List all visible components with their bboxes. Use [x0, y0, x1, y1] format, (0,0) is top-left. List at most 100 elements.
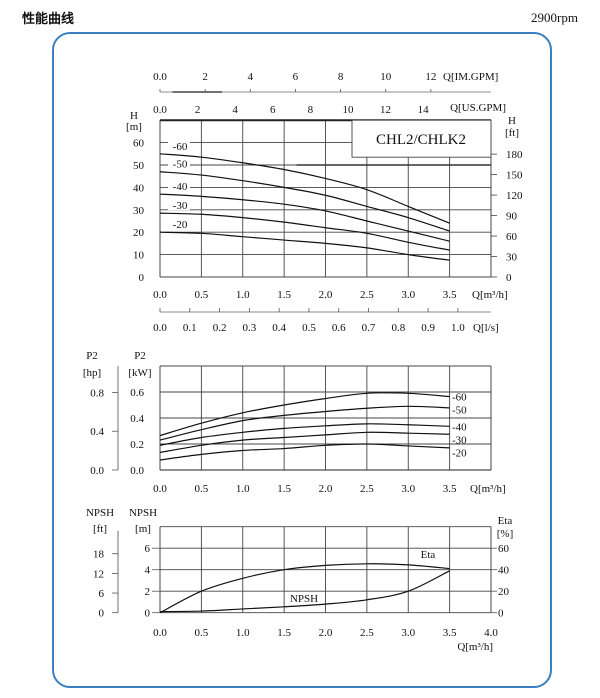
x-tick-label: 2.0 — [319, 483, 333, 495]
im-gpm-tick-label: 12 — [425, 71, 436, 83]
hp-axis-unit: [hp] — [83, 367, 101, 379]
series-label: -30 — [452, 434, 467, 446]
ls-tick-label: 0.7 — [362, 322, 376, 334]
ls-tick-label: 1.0 — [451, 322, 465, 334]
y-axis-title-left: P2 — [134, 350, 146, 362]
x-tick-label: 0.5 — [195, 483, 209, 495]
y-axis-unit-right: [ft] — [505, 127, 519, 139]
series-label: -60 — [173, 141, 188, 153]
ls-tick-label: 0.5 — [302, 322, 316, 334]
series-label: -40 — [173, 181, 188, 193]
y-tick-label-right: 90 — [506, 211, 518, 223]
im-gpm-tick-label: 4 — [248, 71, 254, 83]
im-gpm-tick-label: 0.0 — [153, 71, 167, 83]
curve-stage-50 — [159, 171, 450, 232]
im-gpm-tick-label: 2 — [202, 71, 208, 83]
ls-tick-label: 0.4 — [272, 322, 286, 334]
curve-stage-20 — [159, 231, 450, 261]
x-tick-label: 3.0 — [401, 483, 415, 495]
x-tick-label: 0.5 — [195, 627, 209, 639]
x-tick-label: 1.5 — [277, 289, 291, 301]
x-tick-label: 1.0 — [236, 289, 250, 301]
ls-tick-label: 0.6 — [332, 322, 346, 334]
ls-tick-label: 0.1 — [183, 322, 197, 334]
y-tick-label-right: 20 — [498, 586, 510, 598]
series-label: -50 — [452, 405, 467, 417]
y-tick-label-left: 40 — [133, 182, 145, 194]
us-gpm-tick-label: 14 — [418, 104, 430, 116]
x-tick-label: 4.0 — [484, 627, 498, 639]
x-tick-label: 0.0 — [153, 483, 167, 495]
y-tick-label-right: 150 — [506, 170, 523, 182]
x-axis-title: Q[m³/h] — [472, 289, 508, 301]
series-label: -30 — [173, 200, 188, 212]
y-axis-unit-left: [m] — [126, 121, 142, 133]
series-label: -20 — [173, 219, 188, 231]
im-gpm-axis-title: Q[IM.GPM] — [443, 71, 498, 83]
curve-stage-60 — [159, 392, 450, 437]
x-axis-title: Q[m³/h] — [470, 483, 506, 495]
ft-axis-unit: [ft] — [93, 523, 107, 535]
hp-axis-title: P2 — [86, 350, 98, 362]
x-tick-label: 3.5 — [443, 627, 457, 639]
curve-NPSH — [159, 570, 450, 613]
x-tick-label: 3.0 — [401, 289, 415, 301]
y-tick-label-right: 0 — [498, 608, 504, 620]
ls-tick-label: 0.0 — [153, 322, 167, 334]
curve-stage-40 — [159, 193, 450, 242]
curve-stage-60 — [159, 153, 450, 224]
y-tick-label-left: 0 — [145, 608, 151, 620]
us-gpm-tick-label: 8 — [308, 104, 314, 116]
curve-stage-30 — [159, 431, 450, 454]
model-label: CHL2/CHLK2 — [376, 132, 466, 148]
y-tick-label-left: 0.0 — [130, 465, 144, 477]
us-gpm-tick-label: 10 — [342, 104, 354, 116]
x-tick-label: 0.0 — [153, 627, 167, 639]
y-tick-label-left: 2 — [145, 586, 151, 598]
eta-curve-label: Eta — [421, 549, 436, 561]
hp-tick-label: 0.8 — [90, 387, 104, 399]
y-tick-label-right: 120 — [506, 190, 523, 202]
ft-tick-label: 12 — [93, 568, 104, 580]
y-tick-label-right: 0 — [506, 272, 512, 284]
x-tick-label: 2.5 — [360, 483, 374, 495]
ls-tick-label: 0.2 — [213, 322, 227, 334]
y-tick-label-right: 60 — [498, 543, 510, 555]
y-tick-label-left: 50 — [133, 160, 145, 172]
y-tick-label-left: 0 — [139, 272, 145, 284]
y-axis-title-left: NPSH — [129, 507, 157, 519]
y-axis-unit-left: [kW] — [128, 367, 151, 379]
x-tick-label: 1.0 — [236, 627, 250, 639]
curve-stage-50 — [159, 405, 450, 441]
series-label: -60 — [452, 392, 467, 404]
speed-label: 2900rpm — [531, 10, 578, 25]
series-label-bg — [168, 199, 190, 211]
page-title: 性能曲线 — [22, 12, 75, 27]
im-gpm-tick-label: 6 — [293, 71, 299, 83]
ft-tick-label: 18 — [93, 549, 105, 561]
y-tick-label-left: 6 — [145, 543, 151, 555]
y-axis-unit-left: [m] — [135, 523, 151, 535]
x-tick-label: 1.0 — [236, 483, 250, 495]
ls-tick-label: 0.3 — [242, 322, 256, 334]
ft-axis-title: NPSH — [86, 507, 114, 519]
x-tick-label: 1.5 — [277, 483, 291, 495]
us-gpm-tick-label: 6 — [270, 104, 276, 116]
us-gpm-axis-title: Q[US.GPM] — [450, 102, 506, 114]
y-tick-label-left: 4 — [145, 565, 151, 577]
x-tick-label: 0.0 — [153, 289, 167, 301]
y-axis-title-left: H — [130, 110, 138, 122]
curve-stage-40 — [159, 423, 450, 446]
x-tick-label: 2.0 — [319, 627, 333, 639]
y-tick-label-left: 60 — [133, 138, 145, 150]
ft-tick-label: 6 — [99, 588, 105, 600]
y-tick-label-left: 10 — [133, 250, 145, 262]
curve-stage-20 — [159, 443, 450, 461]
y-tick-label-right: 60 — [506, 231, 518, 243]
hp-tick-label: 0.4 — [90, 426, 104, 438]
curve-Eta — [159, 563, 450, 614]
us-gpm-tick-label: 2 — [195, 104, 201, 116]
series-label: -40 — [452, 421, 467, 433]
y-tick-label-right: 40 — [498, 565, 510, 577]
series-label-bg — [168, 139, 190, 151]
